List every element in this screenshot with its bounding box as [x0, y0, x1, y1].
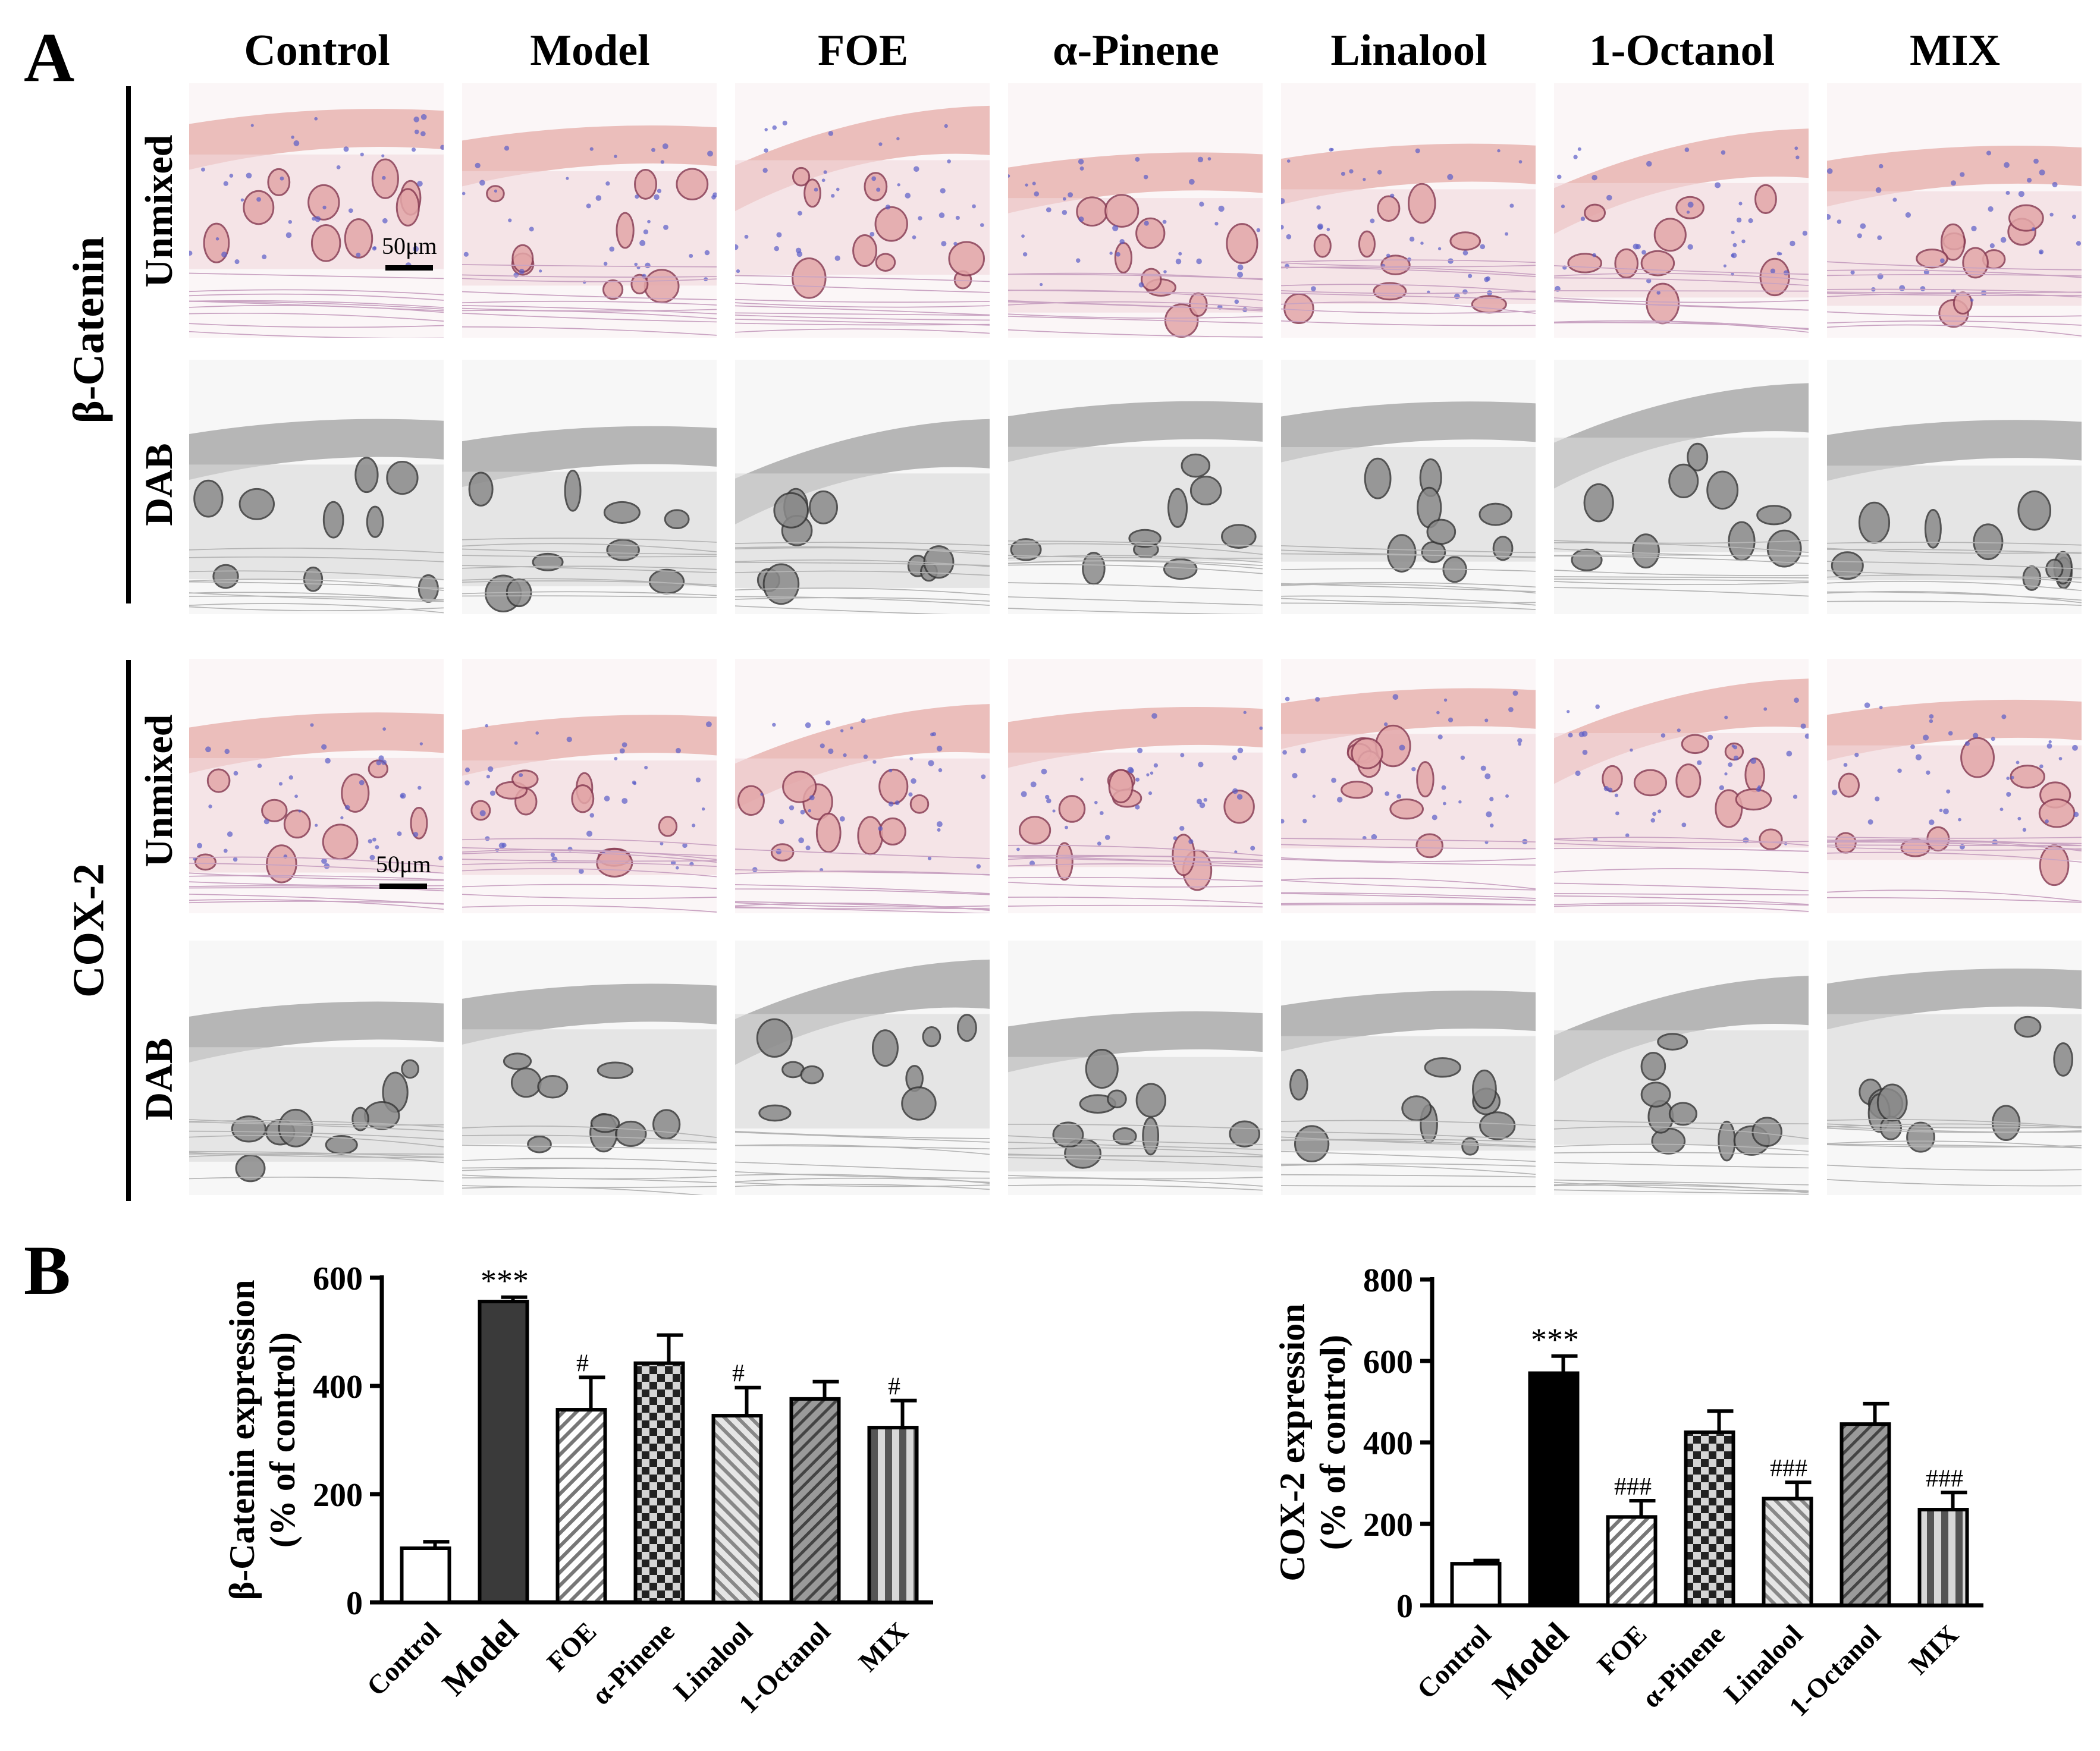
x-tick-label: MIX: [1903, 1619, 1964, 1680]
bar: [1762, 1497, 1813, 1607]
column-header-linalool: Linalool: [1330, 26, 1487, 75]
bar: [867, 1426, 919, 1604]
tissue-image: [735, 659, 990, 913]
bar: [711, 1414, 763, 1604]
tissue-image: [1008, 360, 1263, 614]
tissue-image: [1281, 941, 1536, 1195]
panel-a-letter: A: [24, 18, 75, 96]
bar: [1684, 1430, 1735, 1607]
y-tick-label: 0: [346, 1585, 363, 1622]
bar: [1606, 1515, 1658, 1608]
column-header-model: Model: [530, 26, 650, 75]
column-header-1-octanol: 1-Octanol: [1589, 26, 1775, 75]
tissue-image: [735, 83, 990, 338]
tissue-image: [1281, 659, 1536, 913]
row-label-unmixed-beta: Unmixed: [137, 134, 181, 288]
y-tick-label: 600: [1363, 1344, 1413, 1381]
y-tick-label: 800: [1363, 1262, 1413, 1299]
group-bracket-beta-catenin: [126, 86, 131, 603]
x-tick-label: α-Pinene: [1636, 1619, 1731, 1714]
chart-svg: 0 200 400 600 800 COX-2 expression(% of contr…: [1273, 1262, 1983, 1722]
y-tick-label: 0: [1396, 1588, 1413, 1625]
row-label-unmixed-cox2: Unmixed: [137, 714, 181, 867]
scale-bar-label: 50μm: [382, 232, 437, 259]
tissue-image: [1554, 83, 1809, 338]
bar: [633, 1361, 685, 1604]
significance-label: ###: [1770, 1455, 1807, 1482]
group-label-cox2: COX-2: [64, 863, 114, 998]
tissue-image: [1281, 83, 1536, 338]
row-label-dab-cox2: DAB: [137, 1038, 181, 1121]
x-tick-label: Control: [1411, 1619, 1497, 1705]
tissue-image: [462, 360, 717, 614]
significance-label: #: [732, 1360, 745, 1388]
group-label-beta-catenin: β-Catenin: [64, 236, 114, 424]
tissue-image: [189, 83, 444, 338]
tissue-image: [1008, 659, 1263, 913]
y-axis-title: β-Catenin expression(% of control): [222, 1280, 302, 1601]
panel-b-letter: B: [24, 1231, 71, 1309]
significance-label: ###: [1614, 1473, 1652, 1501]
bar: [400, 1546, 451, 1604]
tissue-image: [735, 941, 990, 1195]
tissue-image: [462, 659, 717, 913]
y-tick-label: 400: [1363, 1425, 1413, 1462]
bar: [478, 1300, 529, 1604]
bar: [789, 1397, 841, 1604]
y-axis-title: COX-2 expression(% of control): [1273, 1303, 1352, 1581]
column-header-mix: MIX: [1909, 26, 2001, 75]
x-tick-label: FOE: [1592, 1619, 1653, 1680]
significance-label: ###: [1926, 1465, 1963, 1492]
bar: [1528, 1371, 1580, 1608]
beta-catenin-bar-chart: 0 200 400 600 β-Catenin expression(% of cont…: [0, 1243, 2100, 1751]
scale-bar-label: 50μm: [376, 851, 431, 878]
tissue-image: [1554, 360, 1809, 614]
column-header-a-pinene: α-Pinene: [1053, 26, 1219, 75]
y-tick-label: 600: [313, 1260, 363, 1297]
x-tick-label: Model: [1486, 1615, 1576, 1706]
significance-label: #: [888, 1373, 900, 1401]
chart-svg: 0 200 400 600 β-Catenin expression(% of cont…: [222, 1260, 933, 1719]
tissue-image: [735, 360, 990, 614]
significance-label: ***: [1531, 1322, 1579, 1357]
tissue-image: [1827, 659, 2082, 913]
tissue-image: [1827, 941, 2082, 1195]
bar: [1917, 1508, 1969, 1607]
scale-bar-line: [379, 884, 427, 889]
cox2-bar-chart: 0 200 400 600 800 COX-2 expression(% of contr…: [0, 1243, 2100, 1751]
tissue-image: [1554, 659, 1809, 913]
scale-bar-line: [385, 265, 433, 271]
tissue-image: [1008, 83, 1263, 338]
tissue-image: [1827, 83, 2082, 338]
tissue-image: [189, 941, 444, 1195]
column-header-foe: FOE: [817, 26, 909, 75]
row-label-dab-beta: DAB: [137, 443, 181, 526]
tissue-image: [189, 659, 444, 913]
tissue-image: [1281, 360, 1536, 614]
significance-label: ***: [481, 1263, 529, 1299]
column-header-control: Control: [244, 26, 390, 75]
bar: [1840, 1422, 1891, 1607]
bar: [555, 1408, 607, 1604]
y-tick-label: 200: [313, 1477, 363, 1514]
group-bracket-cox2: [126, 660, 131, 1201]
tissue-image: [1554, 941, 1809, 1195]
tissue-image: [189, 360, 444, 614]
significance-label: #: [576, 1350, 589, 1377]
tissue-image: [462, 83, 717, 338]
y-tick-label: 200: [1363, 1507, 1413, 1543]
tissue-image: [1827, 360, 2082, 614]
y-tick-label: 400: [313, 1369, 363, 1406]
tissue-image: [462, 941, 717, 1195]
tissue-image: [1008, 941, 1263, 1195]
bar: [1450, 1562, 1502, 1608]
